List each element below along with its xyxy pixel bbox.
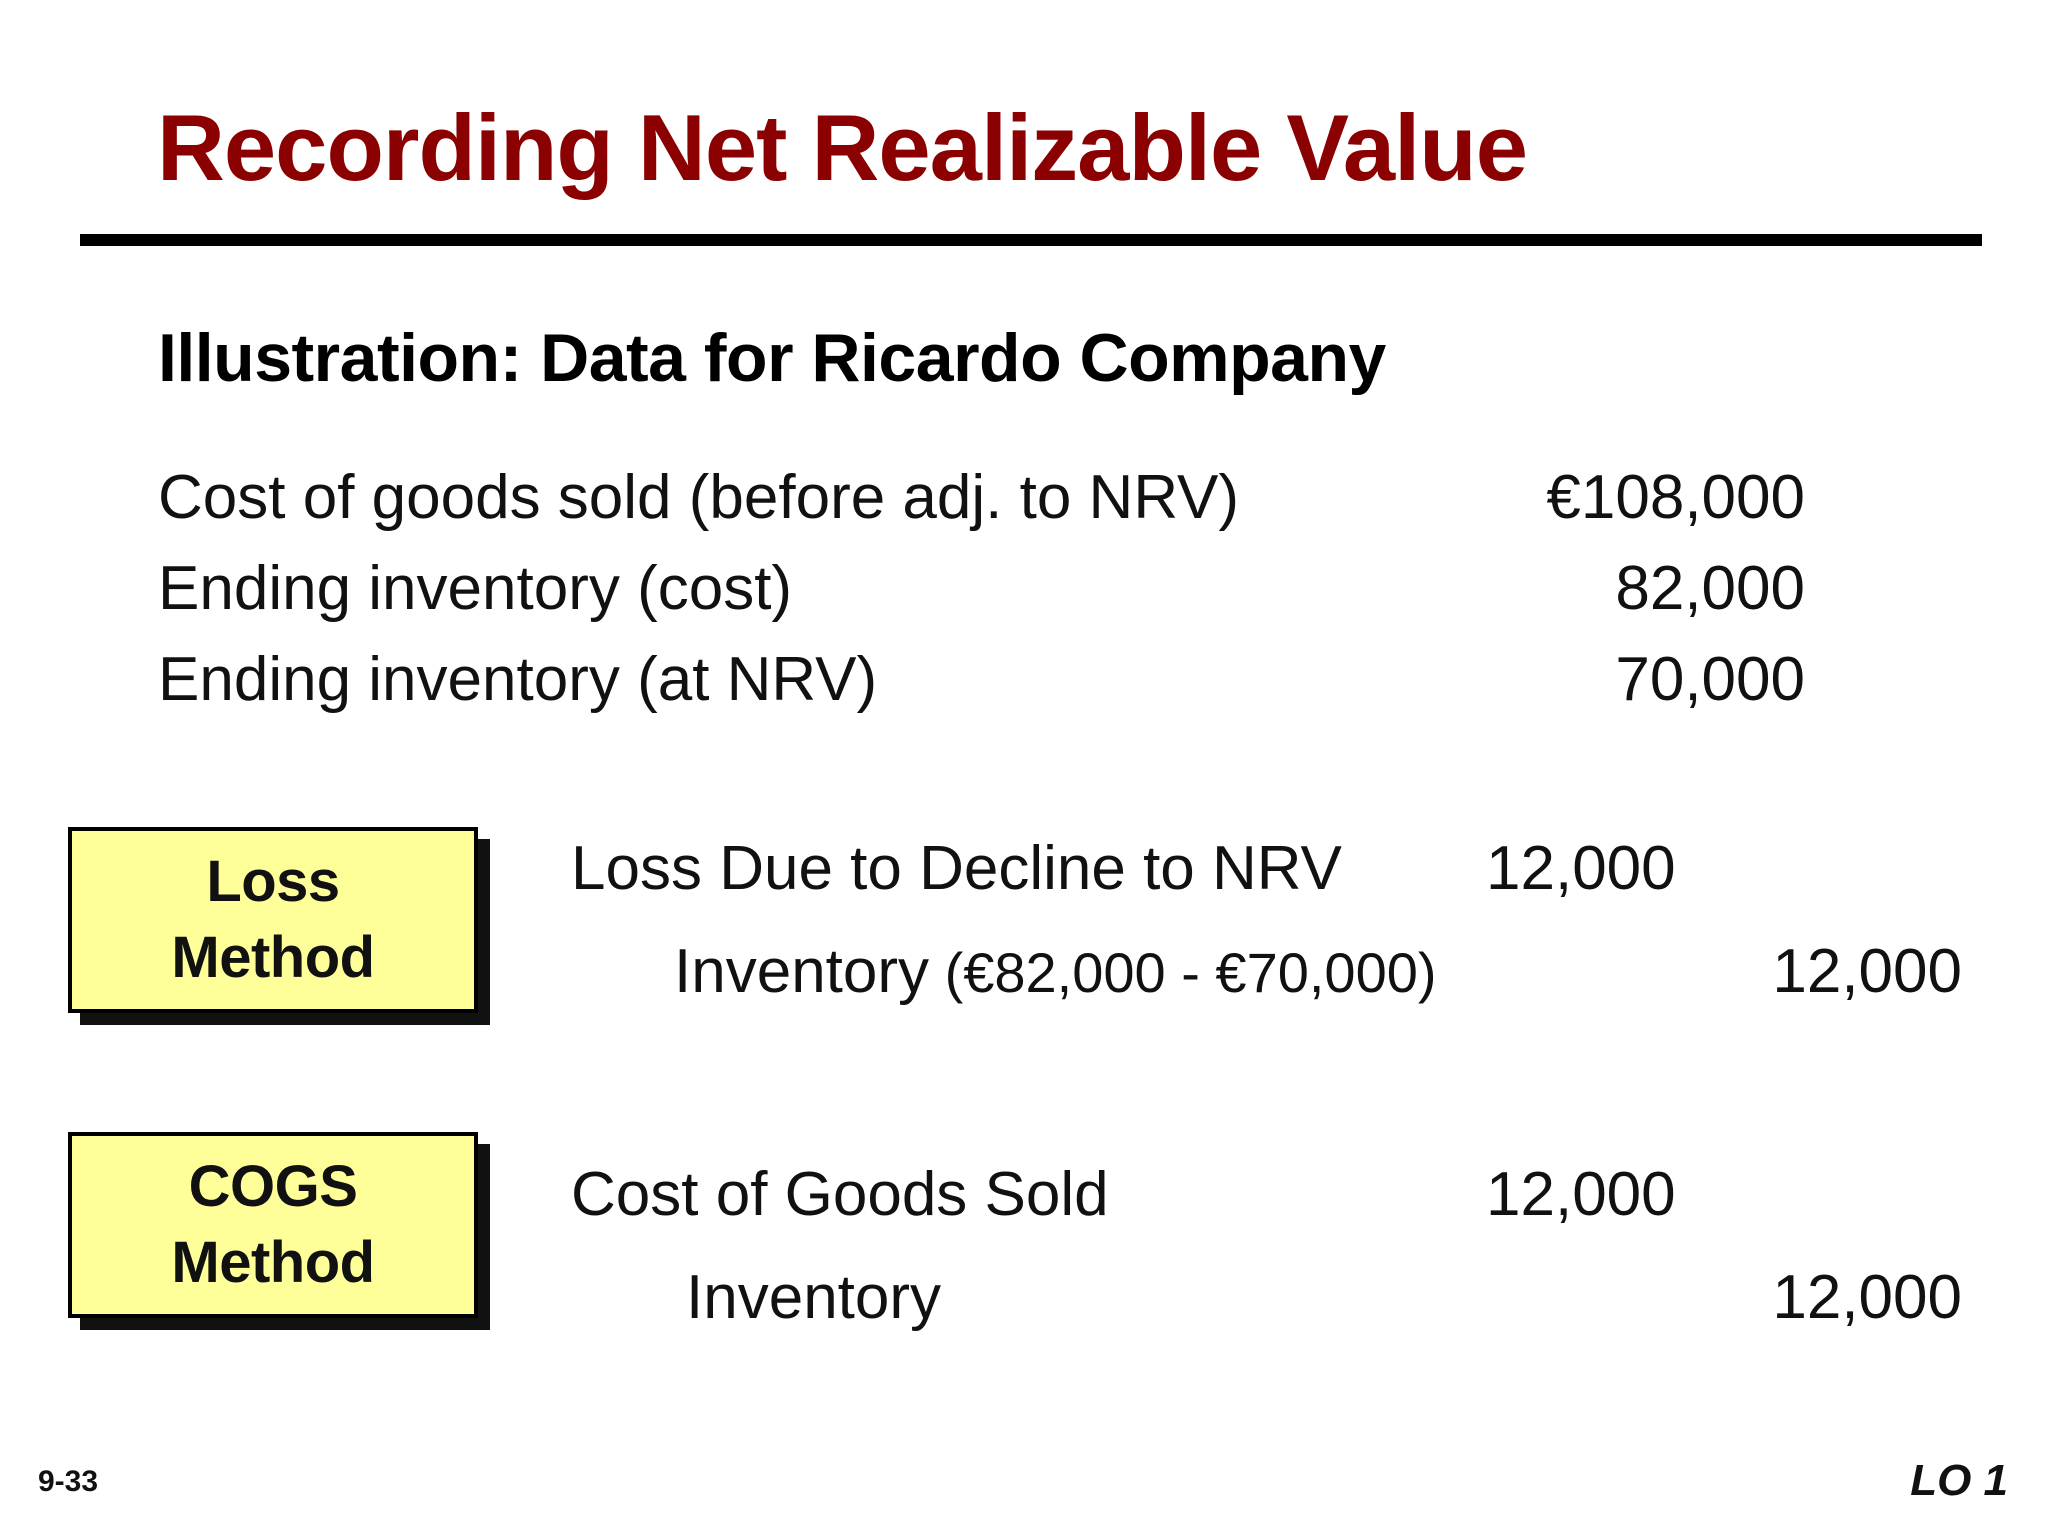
loss-method-credit-amount: 12,000 — [1772, 937, 1962, 1006]
data-row-label-cogs: Cost of goods sold (before adj. to NRV) — [158, 463, 1239, 532]
loss-method-debit-account: Loss Due to Decline to NRV — [571, 834, 1342, 903]
cogs-method-box-line1: COGS — [188, 1154, 358, 1219]
loss-method-debit-amount: 12,000 — [1486, 834, 1676, 903]
cogs-method-credit-account: Inventory — [686, 1263, 942, 1332]
data-row-label-inventory-cost: Ending inventory (cost) — [158, 554, 793, 623]
slide-number: 9-33 — [38, 1465, 99, 1498]
loss-method-box: Loss Method — [68, 827, 478, 1013]
loss-method-credit-detail: (€82,000 - €70,000) — [929, 941, 1437, 1004]
cogs-method-box-line2: Method — [171, 1230, 375, 1295]
learning-objective: LO 1 — [1910, 1456, 2008, 1505]
cogs-method-box: COGS Method — [68, 1132, 478, 1318]
illustration-heading: Illustration: Data for Ricardo Company — [158, 320, 1386, 396]
loss-method-credit-line: Inventory (€82,000 - €70,000) — [674, 941, 1437, 1003]
loss-method-box-line1: Loss — [206, 849, 340, 914]
data-row-value-inventory-cost: 82,000 — [1615, 554, 1805, 623]
loss-method-box-line2: Method — [171, 925, 375, 990]
loss-method-credit-account: Inventory — [674, 937, 930, 1006]
data-row-label-inventory-nrv: Ending inventory (at NRV) — [158, 645, 878, 714]
cogs-method-credit-amount: 12,000 — [1772, 1263, 1962, 1332]
data-row-value-inventory-nrv: 70,000 — [1615, 645, 1805, 714]
title-divider — [80, 234, 1982, 246]
slide-title: Recording Net Realizable Value — [157, 95, 1528, 200]
cogs-method-debit-account: Cost of Goods Sold — [571, 1160, 1109, 1229]
cogs-method-debit-amount: 12,000 — [1486, 1160, 1676, 1229]
data-row-value-cogs: €108,000 — [1546, 463, 1805, 532]
